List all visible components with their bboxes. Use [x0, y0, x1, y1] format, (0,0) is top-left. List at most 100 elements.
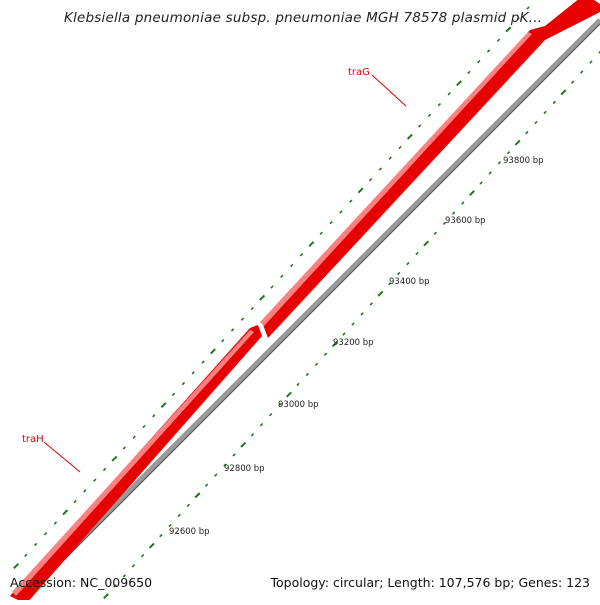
tick-mark: [102, 467, 107, 472]
tick-mark: [349, 199, 353, 203]
tick-mark: [113, 584, 117, 588]
tick-mark: [103, 593, 110, 600]
gene-traH-highlight: [12, 330, 254, 596]
tick-label-93800: 93800 bp: [503, 156, 544, 166]
tick-mark: [368, 178, 373, 182]
tick-mark: [204, 483, 209, 487]
tick-mark: [423, 240, 430, 247]
tick-mark: [148, 542, 155, 549]
traH-label-leader: [43, 441, 81, 473]
tick-mark: [314, 362, 319, 366]
tick-mark: [598, 50, 600, 54]
tick-mark: [433, 231, 437, 235]
tick-mark: [194, 492, 201, 499]
tick-mark: [270, 285, 274, 289]
tick-mark: [369, 302, 373, 306]
inner-tick-ring: [103, 50, 600, 600]
tick-mark: [351, 322, 355, 326]
tick-mark: [43, 532, 48, 536]
tick-mark: [259, 294, 266, 301]
tick-mark: [34, 542, 38, 547]
tick-mark: [250, 433, 255, 437]
tick-mark: [442, 221, 447, 225]
tick-mark: [552, 100, 556, 105]
tick-mark: [342, 332, 346, 336]
tick-mark: [506, 151, 511, 155]
tick-mark: [83, 489, 87, 493]
tick-mark: [230, 328, 235, 332]
gene-traG-highlight: [260, 32, 532, 326]
tick-mark: [427, 113, 432, 117]
tick-mark: [525, 130, 529, 135]
tick-mark: [296, 382, 300, 387]
tick-mark: [323, 352, 328, 356]
tick-mark: [111, 455, 118, 462]
tick-mark: [560, 89, 567, 96]
tick-mark: [250, 306, 254, 311]
tick-mark: [456, 80, 463, 87]
tick-mark: [451, 211, 456, 215]
tick-label-92800: 92800 bp: [224, 464, 265, 474]
gene-label-traH[interactable]: traH: [22, 434, 44, 445]
tick-mark: [278, 402, 282, 407]
tick-mark: [168, 523, 172, 528]
tick-mark: [329, 220, 333, 225]
outer-tick-ring: [13, 6, 530, 570]
tick-label-92600: 92600 bp: [169, 527, 210, 537]
topology-stats: Topology: circular; Length: 107,576 bp; …: [270, 575, 591, 590]
tick-mark: [534, 120, 538, 125]
backbone-line: [18, 18, 600, 602]
tick-mark: [240, 441, 247, 448]
tick-mark: [570, 80, 575, 84]
gene-traH-arrow[interactable]: [10, 325, 262, 604]
tick-mark: [160, 402, 167, 409]
tick-label-93600: 93600 bp: [445, 216, 486, 226]
tick-mark: [488, 171, 492, 175]
tick-mark: [543, 110, 547, 115]
tick-mark: [479, 181, 483, 185]
tick-mark: [378, 167, 382, 171]
tick-mark: [93, 478, 97, 482]
tick-mark: [505, 26, 512, 33]
tick-mark: [53, 521, 58, 525]
tick-mark: [406, 261, 410, 266]
tick-mark: [209, 348, 216, 355]
tick-mark: [331, 341, 338, 348]
backbone-shadow: [21, 23, 600, 603]
tick-mark: [299, 253, 304, 257]
tick-mark: [398, 145, 402, 150]
tick-mark: [259, 423, 264, 427]
accession-label: Accession: NC_009650: [10, 575, 153, 590]
tick-mark: [232, 453, 236, 457]
tick-mark: [377, 290, 384, 297]
tick-label-93000: 93000 bp: [278, 400, 319, 410]
tick-mark: [280, 274, 284, 278]
tick-mark: [269, 413, 273, 417]
tick-mark: [339, 210, 343, 214]
tick-mark: [177, 513, 181, 518]
tick-mark: [418, 124, 422, 128]
tick-mark: [132, 435, 136, 439]
tick-mark: [447, 92, 451, 96]
gene-label-traG[interactable]: traG: [348, 67, 370, 78]
tick-mark: [290, 263, 294, 268]
tick-mark: [181, 381, 186, 386]
tick-mark: [73, 499, 77, 504]
tick-mark: [308, 241, 315, 248]
tick-mark: [486, 49, 491, 53]
tick-mark: [388, 156, 392, 160]
tick-mark: [360, 312, 364, 316]
tick-mark: [24, 553, 28, 557]
tick-mark: [514, 139, 521, 146]
tick-mark: [201, 360, 205, 364]
tick-mark: [122, 574, 126, 578]
tick-mark: [140, 554, 145, 558]
tick-mark: [240, 317, 245, 321]
tick-mark: [221, 339, 225, 343]
gene-traG-arrow[interactable]: [262, 0, 600, 338]
tick-mark: [319, 231, 323, 235]
tick-mark: [357, 187, 364, 194]
tick-mark: [497, 161, 502, 165]
